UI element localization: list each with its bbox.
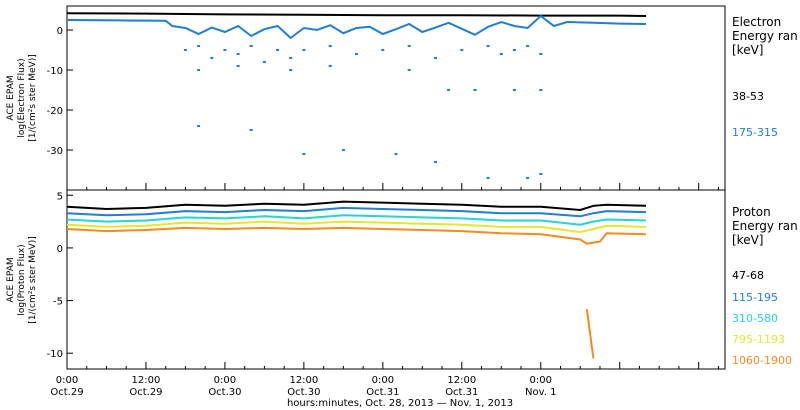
xtick-time-0: 0:00 (56, 375, 78, 386)
xtick-date-1: Oct.29 (129, 387, 162, 398)
p0-series-2-point-13 (407, 45, 411, 47)
xtick-date-5: Oct.31 (445, 387, 478, 398)
proton-legend-title-3: [keV] (732, 233, 763, 247)
xtick-date-6: Nov. 1 (525, 387, 556, 398)
proton-ylabel-line3: [1/(cm²s ster MeV)] (28, 236, 38, 323)
xtick-time-5: 12:00 (447, 375, 476, 386)
p0-series-2-point-31 (249, 129, 253, 131)
p0-series-2-point-33 (341, 149, 345, 151)
p0-series-2-point-38 (539, 173, 543, 175)
xtick-date-3: Oct.30 (287, 387, 320, 398)
p1-series-3 (66, 220, 647, 234)
p0-series-2-point-7 (276, 49, 280, 51)
p0-series-2-point-4 (236, 53, 240, 55)
xtick-time-1: 12:00 (132, 375, 161, 386)
p0-series-2-point-1 (197, 45, 201, 47)
p0-ytick-label-2: -20 (47, 106, 63, 117)
p1-ytick-label-2: -5 (53, 297, 63, 308)
electron-panel-frame (66, 5, 726, 191)
proton-legend-entry-115-195: 115-195 (732, 291, 778, 304)
p1-series-2 (66, 214, 647, 226)
xtick-date-4: Oct.31 (366, 387, 399, 398)
p0-series-2-point-24 (328, 65, 332, 67)
electron-legend-title-2: Energy ran (732, 29, 798, 43)
p1-series-5 (585, 308, 595, 359)
p0-series-2-point-37 (526, 177, 530, 179)
p0-series-2-point-14 (434, 57, 437, 59)
electron-legend-title-1: Electron (732, 15, 781, 29)
p0-series-2-point-8 (289, 57, 293, 59)
p0-series-2-point-20 (539, 53, 543, 55)
p1-ytick-label-0: 5 (57, 191, 63, 202)
p0-series-2-point-2 (210, 57, 214, 59)
proton-legend-title-1: Proton (732, 205, 771, 219)
time-axis: 0:00Oct.2912:00Oct.290:00Oct.3012:00Oct.… (50, 375, 556, 398)
electron-ylabel-line2: log(Electron Flux) (17, 58, 27, 137)
p0-series-2-point-18 (512, 49, 516, 51)
p0-series-2-point-17 (499, 53, 503, 55)
electron-panel: 0 -10 -20 -30 (47, 12, 719, 190)
proton-legend-title-2: Energy ran (732, 219, 798, 233)
p0-series-2-point-23 (289, 69, 293, 71)
p0-series-2-point-28 (512, 89, 516, 91)
p0-series-2-point-0 (183, 49, 187, 51)
p0-series-2-point-34 (394, 153, 398, 155)
p0-series-2-point-5 (249, 45, 253, 47)
p0-series-2-point-21 (197, 69, 201, 71)
proton-legend-entry-47-68: 47-68 (732, 269, 764, 282)
p0-series-2-point-30 (197, 125, 201, 127)
p0-series-2-point-12 (381, 49, 385, 51)
p0-ytick-label-3: -30 (47, 146, 63, 157)
electron-legend-entry-175-315: 175-315 (732, 126, 778, 139)
xtick-time-2: 0:00 (214, 375, 236, 386)
electron-legend-entry-38-53: 38-53 (732, 90, 764, 103)
p0-series-2-point-29 (539, 89, 543, 91)
p0-series-0 (66, 12, 647, 17)
p1-series-0 (66, 200, 647, 212)
p0-series-2-point-10 (328, 45, 332, 47)
proton-panel: 5 0 -5 -10 (47, 191, 719, 369)
xtick-time-6: 0:00 (530, 375, 552, 386)
xtick-date-0: Oct.29 (50, 387, 83, 398)
p0-series-2-point-16 (486, 45, 490, 47)
p0-ytick-label-1: -10 (47, 66, 63, 77)
p1-series-1 (66, 206, 647, 218)
proton-ylabel-line1: ACE EPAM (6, 257, 16, 302)
electron-ylabel-line1: ACE EPAM (6, 75, 16, 120)
proton-legend-entry-310-580: 310-580 (732, 312, 778, 325)
electron-ylabel-line3: [1/(cm²s ster MeV)] (28, 54, 38, 141)
proton-panel-frame (66, 189, 726, 370)
p0-series-1 (66, 14, 647, 40)
p0-series-2-point-9 (302, 49, 306, 51)
x-axis-title: hours:minutes, Oct. 28, 2013 — Nov. 1, 2… (287, 398, 513, 409)
p0-series-2-point-11 (355, 53, 358, 55)
proton-ylabel-line2: log(Proton Flux) (17, 244, 27, 315)
proton-legend-entry-1060-1900: 1060-1900 (732, 354, 792, 367)
p0-series-2-point-25 (407, 69, 411, 71)
p0-series-2-point-15 (460, 49, 464, 51)
p1-ytick-label-3: -10 (47, 349, 63, 360)
p0-series-2-point-26 (447, 89, 451, 91)
p0-series-2-point-36 (486, 177, 490, 179)
proton-legend-entry-795-1193: 795-1193 (732, 333, 785, 346)
p0-series-2-point-27 (473, 89, 477, 91)
xtick-time-3: 12:00 (289, 375, 318, 386)
xtick-time-4: 0:00 (372, 375, 394, 386)
p1-series-4 (66, 226, 647, 245)
p0-series-2-point-19 (526, 45, 530, 47)
p0-ytick-label-0: 0 (57, 26, 63, 37)
p0-series-2-point-3 (223, 49, 227, 51)
p0-series-2-point-32 (302, 153, 306, 155)
p1-ytick-label-1: 0 (57, 244, 63, 255)
xtick-date-2: Oct.30 (208, 387, 241, 398)
p0-series-2-point-22 (236, 65, 240, 67)
p0-series-2-point-6 (262, 61, 266, 63)
electron-legend-title-3: [keV] (732, 43, 763, 57)
p0-series-2-point-35 (434, 161, 437, 163)
